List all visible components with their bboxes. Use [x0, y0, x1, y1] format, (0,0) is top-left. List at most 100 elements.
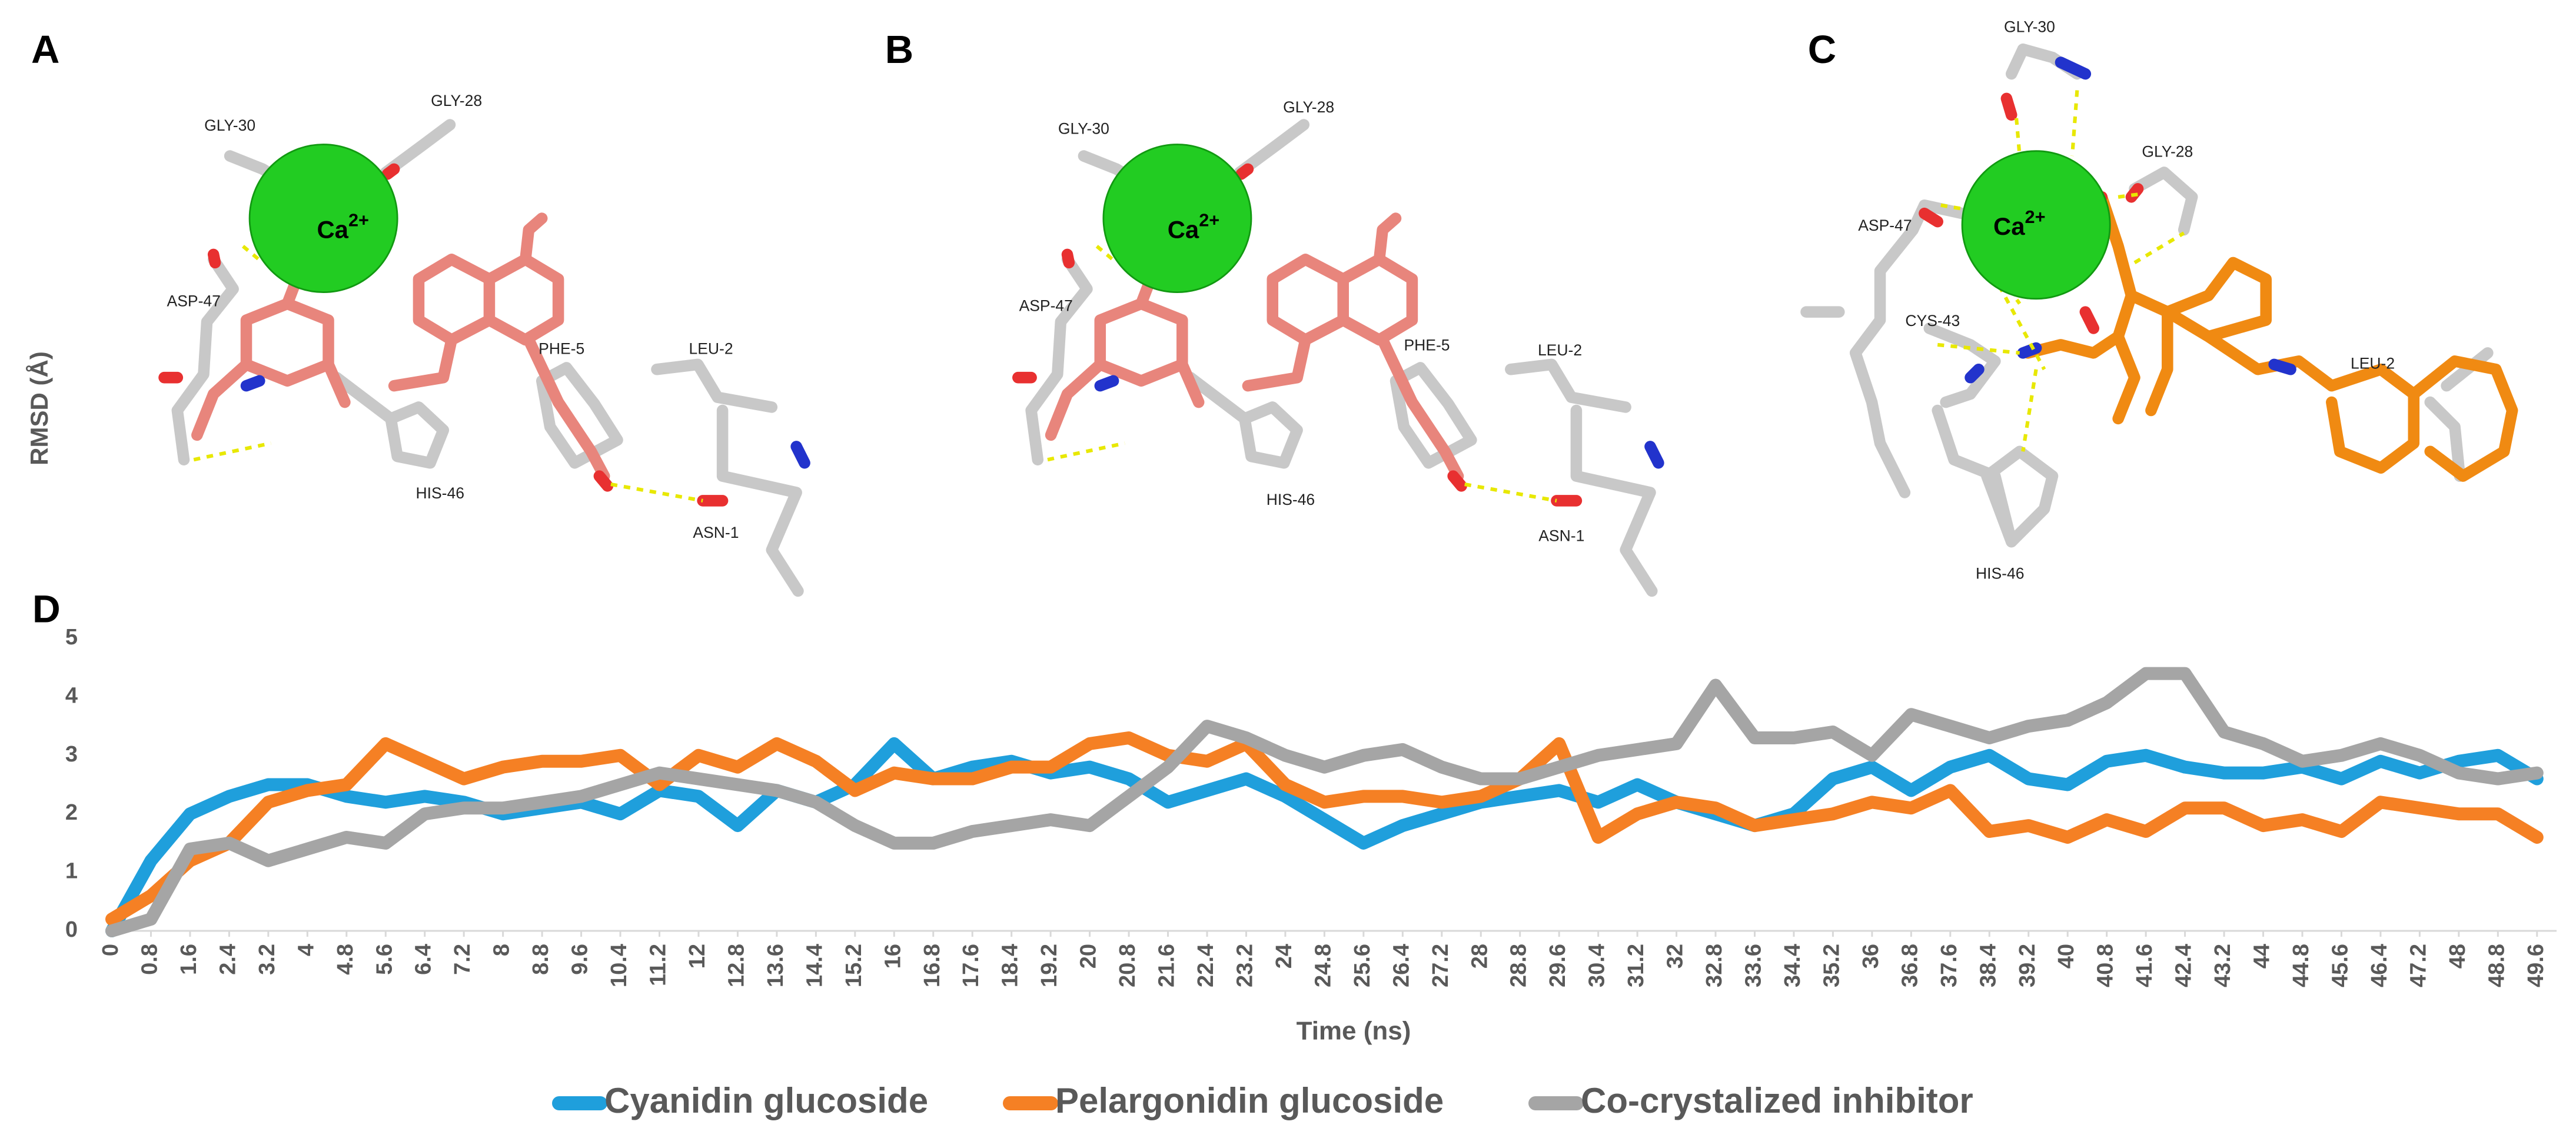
panel-a — [158, 119, 810, 597]
x-tick-label: 32.8 — [1702, 944, 1727, 987]
y-tick-label: 3 — [65, 742, 78, 767]
panel-letter: A — [31, 28, 59, 72]
x-tick-label: 36 — [1859, 944, 1883, 969]
x-tick-label: 19.2 — [1037, 944, 1062, 987]
x-tick-label: 27.2 — [1428, 944, 1453, 987]
residue-sticks — [171, 119, 804, 597]
x-tick-label: 8.8 — [529, 944, 553, 975]
residue-label: PHE-5 — [539, 340, 584, 357]
x-tick-label: 1.6 — [177, 944, 201, 975]
x-tick-label: 14.4 — [802, 944, 827, 987]
residue-label: GLY-30 — [2004, 18, 2055, 35]
x-tick-label: 40 — [2054, 944, 2079, 969]
oxygen — [158, 163, 729, 507]
x-tick-label: 26.4 — [1389, 944, 1414, 987]
residue-label: HIS-46 — [1267, 491, 1315, 508]
x-tick-label: 23.2 — [1232, 944, 1257, 987]
x-tick-label: 38.4 — [1976, 944, 2000, 987]
h-bonds — [1937, 90, 2185, 452]
x-tick-label: 12.8 — [724, 944, 749, 987]
x-tick-label: 0.8 — [137, 944, 162, 975]
x-tick-label: 44.8 — [2289, 944, 2314, 987]
x-tick-label: 0 — [98, 944, 123, 956]
residue-label: GLY-28 — [1283, 98, 1334, 116]
series-line — [105, 667, 2544, 937]
x-tick-label: 42.4 — [2172, 944, 2196, 987]
legend-label: Co-crystalized inhibitor — [1581, 1081, 1973, 1120]
calcium-ion — [248, 144, 398, 294]
x-tick-label: 34.4 — [1780, 944, 1805, 987]
residue-label: CYS-43 — [1905, 312, 1960, 330]
legend-label: Cyanidin glucoside — [604, 1081, 928, 1120]
residue-label: ASN-1 — [693, 524, 739, 541]
x-tick-label: 41.6 — [2132, 944, 2157, 987]
x-tick-label: 45.6 — [2328, 944, 2352, 987]
series-line — [105, 731, 2544, 926]
x-tick-label: 32 — [1663, 944, 1688, 969]
x-tick-label: 48 — [2445, 944, 2470, 969]
residue-label: LEU-2 — [689, 340, 733, 357]
x-tick-label: 4 — [294, 944, 318, 956]
x-tick-label: 33.6 — [1741, 944, 1766, 987]
residue-label: LEU-2 — [1538, 341, 1582, 359]
x-tick-label: 5.6 — [372, 944, 397, 975]
charge: 2+ — [348, 210, 369, 231]
x-tick-label: 28.8 — [1507, 944, 1531, 987]
residue-label: GLY-30 — [1058, 119, 1109, 137]
y-tick-label: 2 — [65, 800, 78, 825]
residue-label: GLY-30 — [204, 117, 255, 134]
charge: 2+ — [2025, 207, 2046, 227]
x-tick-label: 16 — [880, 944, 905, 969]
x-tick-label: 24 — [1272, 944, 1297, 969]
x-tick-label: 15.2 — [842, 944, 866, 987]
x-tick-label: 21.6 — [1155, 944, 1179, 987]
x-tick-label: 17.6 — [959, 944, 983, 987]
x-tick-label: 36.8 — [1897, 944, 1922, 987]
legend-label: Pelargonidin glucoside — [1055, 1081, 1444, 1120]
oxygen — [1012, 163, 1583, 507]
x-tick-label: 7.2 — [450, 944, 475, 975]
x-tick-label: 10.4 — [607, 944, 631, 987]
x-tick-label: 8 — [490, 944, 514, 956]
x-axis-title: Time (ns) — [1297, 1017, 1411, 1046]
x-tick-label: 28 — [1467, 944, 1492, 969]
x-tick-label: 18.4 — [998, 944, 1023, 987]
x-tick-label: 47.2 — [2406, 944, 2431, 987]
y-axis-title: RMSD (Å) — [25, 351, 53, 465]
ion-label: Ca2+ — [1168, 210, 1219, 244]
y-tick-label: 4 — [65, 683, 78, 708]
x-tick-label: 3.2 — [255, 944, 280, 975]
residue-label: GLY-28 — [2142, 142, 2193, 160]
x-tick-label: 16.8 — [920, 944, 945, 987]
ion: Ca — [1993, 212, 2025, 240]
x-tick-label: 13.6 — [763, 944, 788, 987]
nitrogen — [1965, 56, 2296, 384]
panel-letter: D — [32, 587, 61, 630]
x-tick-label: 35.2 — [1819, 944, 1844, 987]
x-tick-label: 22.4 — [1194, 944, 1218, 987]
x-tick-label: 37.6 — [1937, 944, 1962, 987]
x-tick-label: 4.8 — [333, 944, 358, 975]
x-tick-label: 39.2 — [2015, 944, 2040, 987]
y-tick-label: 1 — [65, 859, 78, 884]
oxygen — [1919, 92, 2144, 334]
ion: Ca — [1168, 215, 1199, 243]
x-tick-label: 25.6 — [1350, 944, 1375, 987]
residue-label: LEU-2 — [2351, 354, 2395, 372]
ion-label: Ca2+ — [1993, 207, 2045, 240]
x-tick-label: 20 — [1076, 944, 1101, 969]
x-tick-label: 24.8 — [1311, 944, 1335, 987]
x-tick-label: 44 — [2250, 944, 2275, 969]
ion-label: Ca2+ — [317, 210, 368, 244]
panel-letter: C — [1808, 28, 1836, 72]
x-tick-label: 30.4 — [1585, 944, 1610, 987]
x-tick-label: 49.6 — [2524, 944, 2548, 987]
charge: 2+ — [1199, 210, 1219, 231]
structure-panels: A B C Ca2+ Ca2+ Ca2+ GLY-30 GLY-28 ASP-4… — [31, 18, 2518, 597]
panel-b — [1012, 119, 1664, 597]
residue-label: GLY-28 — [431, 92, 482, 109]
ion: Ca — [317, 215, 348, 243]
panel-letter: B — [885, 28, 913, 72]
calcium-ion — [1102, 144, 1252, 294]
